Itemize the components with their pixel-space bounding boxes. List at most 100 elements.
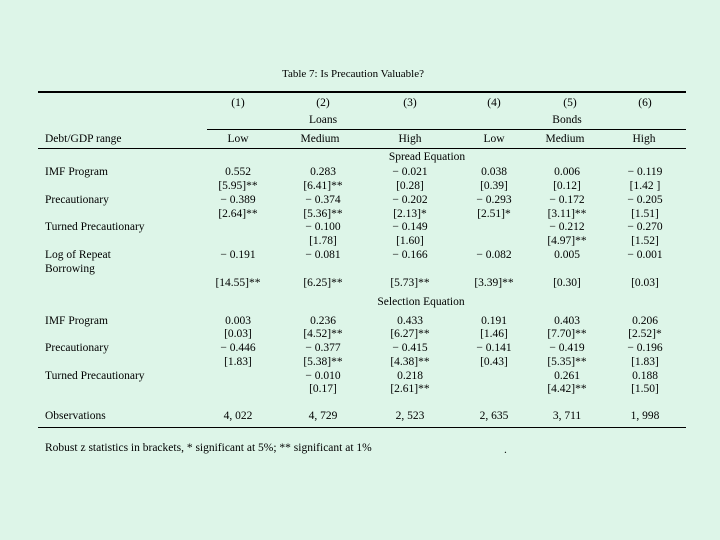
- cell-spread-repeat-z-col3: [5.73]**: [390, 277, 430, 289]
- row-label-log-repeat: Log of Repeat: [45, 249, 111, 261]
- cell-selection-imf-z-col3: [6.27]**: [390, 328, 430, 340]
- group-loans: Loans: [308, 114, 338, 126]
- cell-selection-imf-col1: 0.003: [225, 315, 251, 327]
- cell-selection-imf-z-col2: [4.52]**: [303, 328, 343, 340]
- cell-observations-col6: 1, 998: [630, 410, 660, 422]
- cell-spread-repeat-z-col2: [6.25]**: [303, 277, 343, 289]
- cell-spread-prec-col3: − 0.202: [392, 194, 428, 206]
- cell-spread-repeat-z-col1: [14.55]**: [215, 277, 261, 289]
- cell-selection-imf-col6: 0.206: [632, 315, 658, 327]
- range-5: Medium: [545, 133, 585, 145]
- group-bonds: Bonds: [552, 114, 582, 126]
- cell-spread-prec-z-col1: [2.64]**: [218, 208, 258, 220]
- cell-selection-turned-z-col2: [0.17]: [309, 383, 337, 395]
- cell-spread-repeat-z-col5: [0.30]: [553, 277, 581, 289]
- cell-spread-prec-z-col4: [2.51]*: [477, 208, 511, 220]
- range-1: Low: [227, 133, 249, 145]
- cell-selection-prec-z-col5: [5.35]**: [547, 356, 587, 368]
- cell-spread-turned-z-col2: [1.78]: [309, 235, 337, 247]
- range-label: Debt/GDP range: [45, 133, 122, 145]
- cell-selection-imf-col3: 0.433: [397, 315, 423, 327]
- cell-spread-imf-col4: 0.038: [481, 166, 507, 178]
- cell-selection-turned-col6: 0.188: [632, 370, 658, 382]
- col-header-6: (6): [638, 97, 652, 109]
- cell-spread-repeat-col6: − 0.001: [627, 249, 663, 261]
- cell-observations-col2: 4, 729: [308, 410, 338, 422]
- row-label-turned-precautionary: Turned Precautionary: [45, 221, 145, 233]
- cell-selection-imf-col4: 0.191: [481, 315, 507, 327]
- cell-spread-imf-col2: 0.283: [310, 166, 336, 178]
- cell-spread-repeat-col4: − 0.082: [476, 249, 512, 261]
- section-selection-equation: Selection Equation: [377, 296, 465, 308]
- col-header-3: (3): [403, 97, 417, 109]
- stray-dot: .: [504, 444, 507, 456]
- cell-selection-imf-z-col6: [2.52]*: [628, 328, 662, 340]
- cell-observations-col4: 2, 635: [479, 410, 509, 422]
- row-label-borrowing: Borrowing: [45, 263, 95, 275]
- cell-selection-imf-z-col5: [7.70]**: [547, 328, 587, 340]
- section-spread-equation: Spread Equation: [388, 151, 466, 163]
- cell-spread-prec-col4: − 0.293: [476, 194, 512, 206]
- cell-selection-prec-col4: − 0.141: [476, 342, 512, 354]
- cell-spread-imf-z-col4: [0.39]: [480, 180, 508, 192]
- col-header-1: (1): [231, 97, 245, 109]
- cell-selection-imf-z-col1: [0.03]: [224, 328, 252, 340]
- table-title: Table 7: Is Precaution Valuable?: [282, 68, 424, 80]
- cell-selection-prec-z-col1: [1.83]: [224, 356, 252, 368]
- row-label-imf-program: IMF Program: [45, 166, 108, 178]
- cell-spread-prec-col6: − 0.205: [627, 194, 663, 206]
- row-label-observations: Observations: [45, 410, 106, 422]
- cell-spread-imf-z-col3: [0.28]: [396, 180, 424, 192]
- top-rule: [38, 91, 686, 93]
- cell-spread-repeat-z-col6: [0.03]: [631, 277, 659, 289]
- cell-spread-prec-col5: − 0.172: [549, 194, 585, 206]
- cell-spread-imf-z-col6: [1.42 ]: [629, 180, 661, 192]
- cell-spread-turned-col6: − 0.270: [627, 221, 663, 233]
- row-label-imf-program-selection: IMF Program: [45, 315, 108, 327]
- cell-selection-turned-z-col6: [1.50]: [631, 383, 659, 395]
- cell-spread-turned-z-col5: [4.97]**: [547, 235, 587, 247]
- cell-selection-imf-z-col4: [1.46]: [480, 328, 508, 340]
- cell-selection-prec-col5: − 0.419: [549, 342, 585, 354]
- cell-observations-col3: 2, 523: [395, 410, 425, 422]
- cell-selection-prec-col3: − 0.415: [392, 342, 428, 354]
- cell-selection-turned-col2: − 0.010: [305, 370, 341, 382]
- cell-selection-prec-z-col2: [5.38]**: [303, 356, 343, 368]
- cell-spread-imf-z-col2: [6.41]**: [303, 180, 343, 192]
- row-label-turned-precautionary-selection: Turned Precautionary: [45, 370, 145, 382]
- cell-spread-prec-z-col5: [3.11]**: [547, 208, 587, 220]
- cell-spread-turned-col5: − 0.212: [549, 221, 585, 233]
- cell-selection-turned-z-col5: [4.42]**: [547, 383, 587, 395]
- cell-selection-prec-z-col6: [1.83]: [631, 356, 659, 368]
- cell-selection-prec-col2: − 0.377: [305, 342, 341, 354]
- cell-spread-imf-col3: − 0.021: [392, 166, 428, 178]
- cell-selection-imf-col2: 0.236: [310, 315, 336, 327]
- range-6: High: [632, 133, 656, 145]
- cell-spread-prec-z-col2: [5.36]**: [303, 208, 343, 220]
- cell-selection-imf-col5: 0.403: [554, 315, 580, 327]
- col-header-2: (2): [316, 97, 330, 109]
- col-header-5: (5): [563, 97, 577, 109]
- cell-spread-repeat-z-col4: [3.39]**: [474, 277, 514, 289]
- col-header-4: (4): [487, 97, 501, 109]
- cell-spread-repeat-col5: 0.005: [554, 249, 580, 261]
- cell-spread-turned-col3: − 0.149: [392, 221, 428, 233]
- range-4: Low: [483, 133, 505, 145]
- cell-selection-turned-col3: 0.218: [397, 370, 423, 382]
- cell-spread-imf-z-col5: [0.12]: [553, 180, 581, 192]
- range-3: High: [398, 133, 422, 145]
- cell-spread-prec-col1: − 0.389: [220, 194, 256, 206]
- cell-spread-imf-col6: − 0.119: [627, 166, 663, 178]
- header-bottom-rule: [38, 148, 686, 149]
- cell-selection-prec-col1: − 0.446: [220, 342, 256, 354]
- cell-spread-imf-col5: 0.006: [554, 166, 580, 178]
- cell-spread-imf-col1: 0.552: [225, 166, 251, 178]
- cell-selection-prec-z-col3: [4.38]**: [390, 356, 430, 368]
- cell-spread-turned-z-col6: [1.52]: [631, 235, 659, 247]
- cell-spread-prec-z-col3: [2.13]*: [393, 208, 427, 220]
- cell-selection-prec-z-col4: [0.43]: [480, 356, 508, 368]
- bottom-rule: [38, 427, 686, 428]
- cell-spread-prec-col2: − 0.374: [305, 194, 341, 206]
- cell-selection-prec-col6: − 0.196: [627, 342, 663, 354]
- cell-selection-turned-z-col3: [2.61]**: [390, 383, 430, 395]
